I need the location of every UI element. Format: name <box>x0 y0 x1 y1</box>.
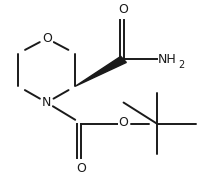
Text: O: O <box>76 162 86 175</box>
Text: O: O <box>42 32 52 45</box>
Text: O: O <box>119 116 128 129</box>
Polygon shape <box>75 56 126 86</box>
Text: 2: 2 <box>178 59 185 70</box>
Text: N: N <box>42 96 51 109</box>
Text: O: O <box>119 3 128 16</box>
Text: NH: NH <box>158 53 177 66</box>
